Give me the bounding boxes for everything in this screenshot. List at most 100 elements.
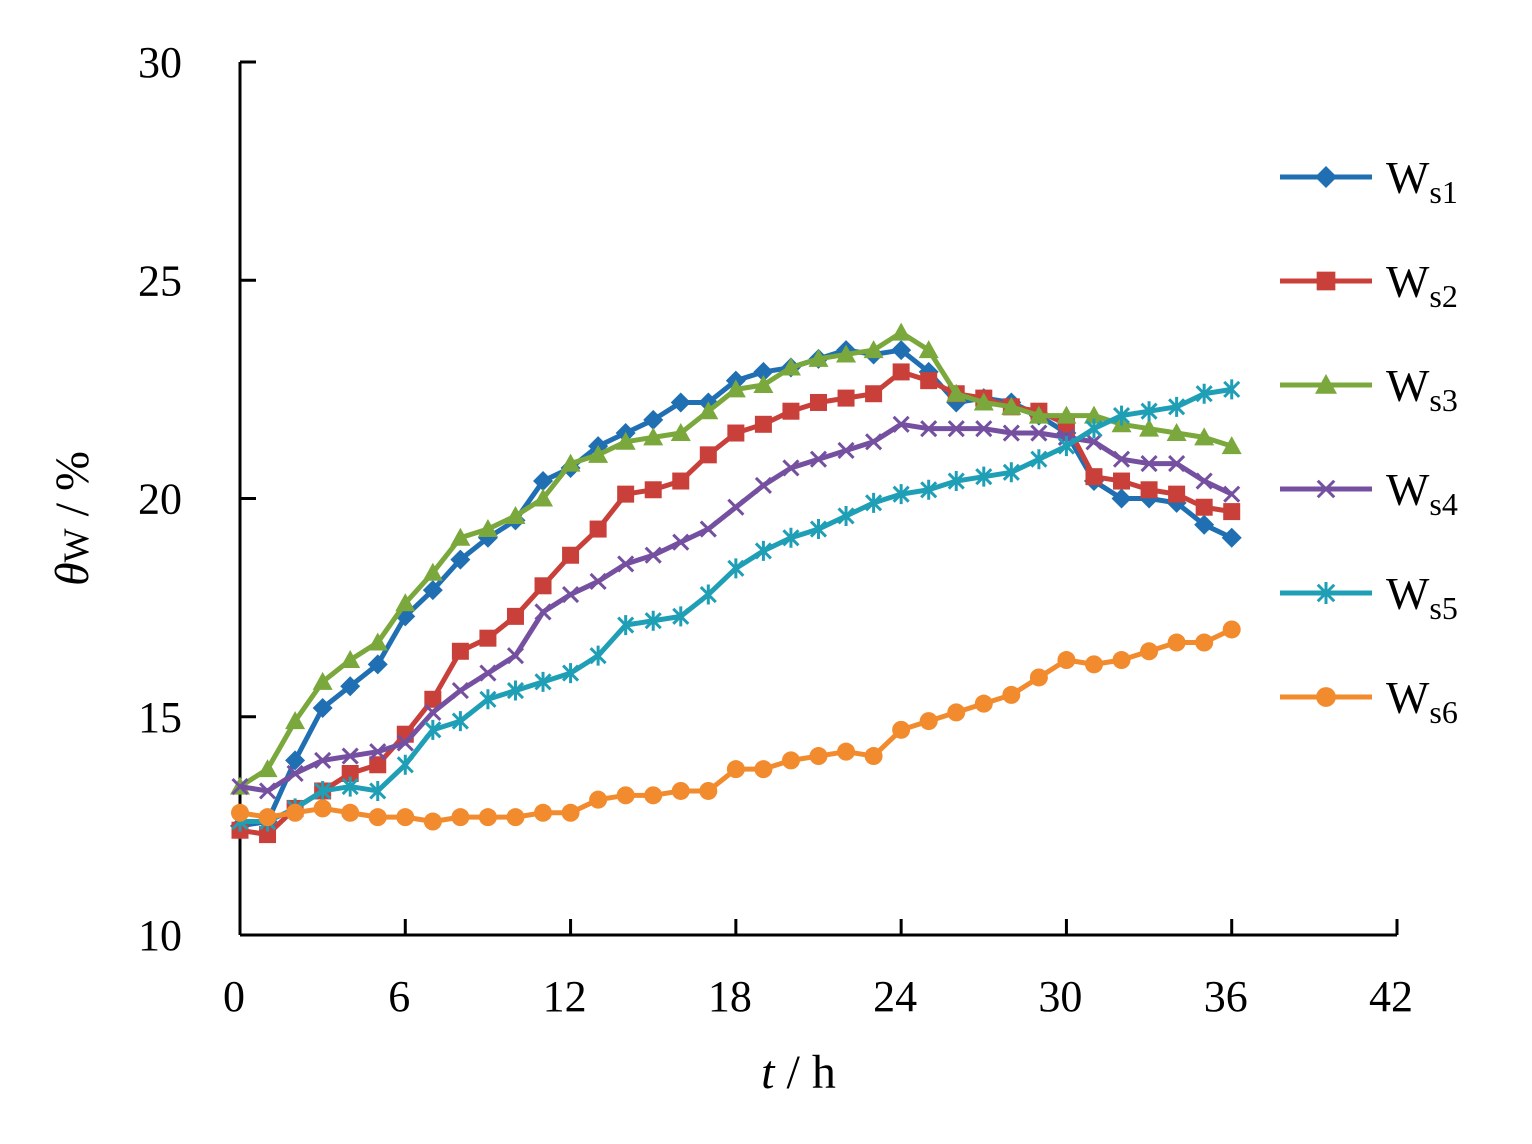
data-point-s4 [754, 476, 772, 494]
x-axis-unit: h [812, 1046, 836, 1099]
data-point-s3 [1221, 436, 1242, 455]
legend-item-s5: Ws5 [1280, 568, 1458, 626]
y-tick-label: 30 [138, 38, 182, 87]
data-point-s6 [974, 694, 993, 713]
data-point-s3 [670, 423, 691, 442]
data-point-s2 [810, 393, 827, 411]
data-point-s4 [865, 433, 883, 451]
data-point-s5 [617, 615, 635, 636]
data-point-s1 [891, 340, 912, 361]
data-point-s4 [314, 751, 332, 769]
legend-label-s1: Ws1 [1386, 152, 1458, 210]
data-point-s3 [753, 375, 774, 394]
data-point-s5 [369, 780, 387, 801]
data-point-s2 [341, 764, 359, 782]
data-point-s4 [947, 420, 965, 438]
data-point-s3 [588, 444, 609, 463]
data-point-s4 [920, 420, 938, 438]
legend-label-s3: Ws3 [1386, 360, 1458, 418]
y-axis-sub: W [56, 528, 96, 562]
data-point-s3 [946, 383, 967, 402]
data-point-s6 [699, 781, 718, 800]
data-point-s5 [947, 471, 965, 492]
data-point-s2 [369, 756, 387, 774]
data-point-s3 [505, 505, 526, 524]
legend-item-s1: Ws1 [1280, 152, 1458, 210]
data-point-s3 [422, 562, 443, 581]
data-point-s4 [396, 734, 414, 752]
data-point-s4 [1112, 450, 1131, 468]
data-point-s4 [258, 782, 277, 800]
data-point-s6 [506, 808, 525, 827]
y-tick-label: 15 [138, 693, 182, 742]
data-point-s5 [975, 466, 993, 487]
data-point-s3 [1194, 427, 1215, 446]
legend-marker-s4 [1316, 479, 1336, 499]
data-point-s3 [891, 322, 912, 341]
data-point-s2 [1168, 485, 1186, 503]
data-point-s4 [286, 764, 304, 783]
data-point-s2 [506, 607, 524, 625]
data-point-s5 [699, 584, 717, 605]
data-point-s4 [506, 647, 525, 665]
data-point-s6 [892, 720, 911, 739]
data-point-s3 [836, 344, 857, 363]
data-point-s4 [837, 441, 855, 460]
data-point-s2 [644, 481, 662, 499]
data-point-s5 [341, 776, 359, 797]
data-point-s3 [560, 453, 581, 472]
data-point-s1 [753, 361, 774, 382]
series-s5 [231, 379, 1241, 832]
data-point-s4 [1085, 433, 1103, 451]
data-point-s6 [809, 747, 828, 766]
x-axis-sep: / [775, 1046, 812, 1099]
legend-label-sub: s5 [1429, 590, 1457, 626]
data-point-s5 [424, 719, 442, 740]
data-point-s2 [479, 629, 497, 647]
data-point-s5 [837, 505, 855, 526]
data-point-s1 [1194, 514, 1215, 535]
data-point-s4 [1168, 455, 1186, 473]
data-point-s3 [367, 632, 388, 651]
data-point-s2 [920, 372, 938, 390]
data-point-s1 [285, 750, 306, 771]
data-point-s3 [725, 379, 746, 398]
data-point-s2 [672, 472, 690, 490]
data-point-s5 [396, 754, 414, 775]
legend-label-main: W [1386, 360, 1430, 411]
x-tick-label: 18 [708, 972, 752, 1021]
data-point-s6 [561, 803, 580, 822]
data-point-s2 [1140, 481, 1158, 499]
data-point-s2 [1223, 503, 1241, 521]
data-point-s3 [533, 488, 554, 507]
data-point-s3 [918, 340, 939, 359]
data-point-s6 [313, 799, 332, 818]
data-point-s5 [727, 558, 745, 579]
data-point-s2 [259, 826, 277, 844]
data-point-s5 [1057, 436, 1075, 457]
data-point-s2 [1085, 468, 1103, 486]
y-axis-title: θW / % [46, 451, 99, 586]
data-point-s5 [562, 663, 580, 684]
data-point-s5 [754, 540, 772, 561]
data-point-s5 [1195, 383, 1213, 404]
data-point-s6 [396, 808, 415, 827]
data-point-s3 [395, 593, 416, 612]
x-axis-var: t [761, 1046, 776, 1099]
data-point-s6 [864, 747, 883, 766]
data-point-s5 [809, 519, 828, 540]
data-point-s5 [1168, 396, 1186, 417]
data-point-s2 [589, 520, 607, 538]
data-point-s4 [1140, 455, 1158, 473]
data-point-s3 [477, 519, 498, 538]
data-point-s2 [727, 424, 745, 442]
legend-marker-s6 [1316, 687, 1336, 707]
data-point-s6 [781, 751, 800, 770]
data-point-s3 [643, 427, 664, 446]
legend-marker-s2 [1316, 271, 1336, 291]
data-point-s4 [892, 415, 910, 433]
data-point-s6 [671, 781, 690, 800]
